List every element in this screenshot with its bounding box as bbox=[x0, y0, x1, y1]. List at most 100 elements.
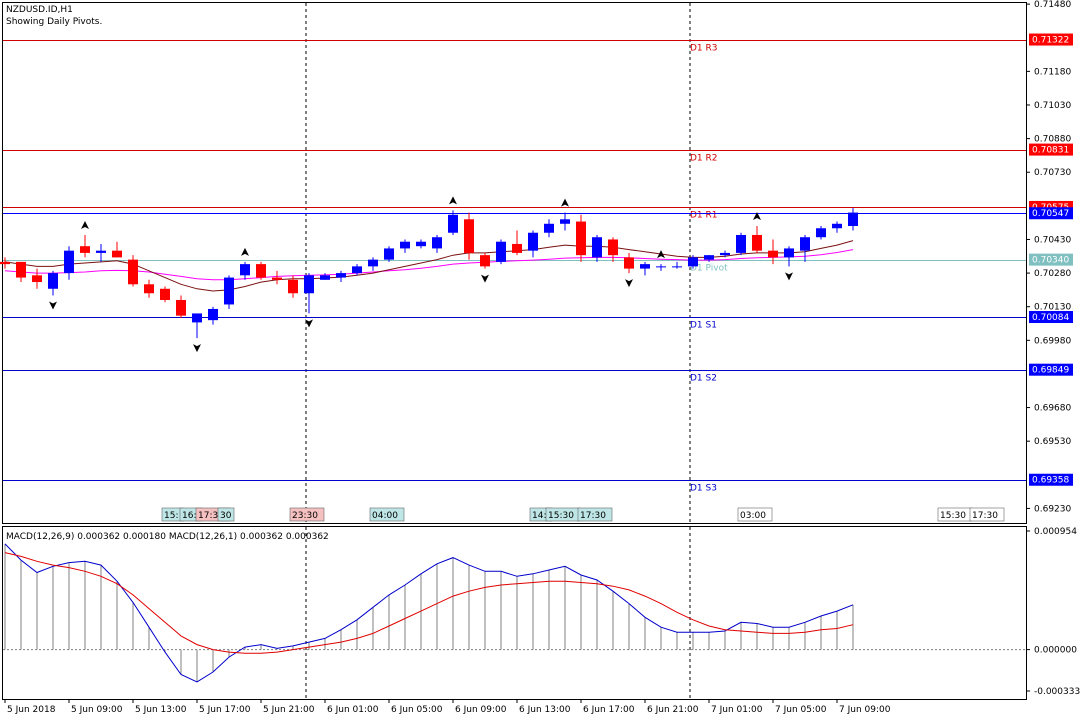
pivot-label: D1 R3 bbox=[690, 44, 718, 54]
fractal-up-arrow bbox=[657, 250, 665, 259]
candle-body bbox=[432, 237, 442, 249]
candles bbox=[0, 208, 858, 339]
candle-body bbox=[736, 234, 746, 253]
candle-body bbox=[192, 313, 202, 323]
price-tick-label: 0.70280 bbox=[1034, 269, 1071, 279]
candle-body bbox=[528, 232, 538, 251]
candle-body bbox=[208, 308, 218, 321]
time-tick-label: 6 Jun 21:00 bbox=[647, 705, 699, 715]
price-tick-label: 0.70880 bbox=[1034, 135, 1071, 145]
candle-body bbox=[704, 255, 714, 260]
price-tick-label: 0.71030 bbox=[1034, 101, 1071, 111]
fractal-down-arrow bbox=[193, 344, 201, 353]
session-label: 14: bbox=[532, 511, 546, 521]
price-tick-label: 0.70430 bbox=[1034, 235, 1071, 245]
price-marker-box bbox=[1029, 33, 1073, 46]
session-label-box bbox=[969, 507, 1005, 522]
session-label-box bbox=[577, 507, 613, 522]
time-tick-label: 7 Jun 05:00 bbox=[775, 705, 827, 715]
candle-body bbox=[848, 212, 858, 227]
macd-tick-label: -0.000333 bbox=[1034, 687, 1080, 697]
candle-body bbox=[224, 277, 234, 305]
session-label-box bbox=[737, 507, 773, 522]
price-tick-label: 0.71480 bbox=[1034, 0, 1071, 10]
price-marker-label: 0.70084 bbox=[1032, 313, 1069, 323]
price-marker-label: 0.69358 bbox=[1032, 476, 1069, 486]
session-label: 30 bbox=[220, 511, 232, 521]
candle-body bbox=[592, 237, 602, 258]
price-tick-label: 0.69980 bbox=[1034, 336, 1071, 346]
candle-body bbox=[160, 288, 170, 300]
candle-body bbox=[768, 250, 778, 258]
session-label-box bbox=[217, 507, 235, 522]
candle-body bbox=[496, 241, 506, 262]
candle-body bbox=[304, 275, 314, 294]
symbol-title: NZDUSD.ID,H1 bbox=[6, 5, 73, 15]
price-tick-label: 0.69680 bbox=[1034, 404, 1071, 414]
candle-body bbox=[624, 257, 634, 269]
session-label: 15:30 bbox=[548, 511, 574, 521]
fractal-up-arrow bbox=[449, 196, 457, 205]
price-marker-label: 0.69849 bbox=[1032, 366, 1069, 376]
macd-indicator: 0.000954 0.000000 -0.000333 bbox=[3, 527, 1080, 697]
session-label: 15:30 bbox=[940, 511, 966, 521]
price-marker-box bbox=[1029, 473, 1073, 486]
price-marker-box bbox=[1029, 311, 1073, 324]
candle-body bbox=[816, 228, 826, 238]
fractal-down-arrow bbox=[481, 274, 489, 283]
price-tick-label: 0.69530 bbox=[1034, 437, 1071, 447]
candle-body bbox=[96, 250, 106, 253]
candle-body bbox=[688, 257, 698, 267]
candle-body bbox=[512, 243, 522, 253]
candle-body bbox=[800, 237, 810, 251]
time-tick-label: 7 Jun 09:00 bbox=[839, 705, 891, 715]
candle-body bbox=[32, 275, 42, 283]
time-tick-label: 5 Jun 13:00 bbox=[135, 705, 187, 715]
candle-body bbox=[384, 248, 394, 260]
candle-body bbox=[64, 250, 74, 274]
session-label: 17:35 bbox=[198, 511, 224, 521]
candle-body bbox=[464, 219, 474, 253]
pivot-label: D1 S3 bbox=[690, 484, 717, 494]
fractal-down-arrow bbox=[625, 279, 633, 288]
time-tick-label: 6 Jun 01:00 bbox=[327, 705, 379, 715]
candle-body bbox=[112, 250, 122, 258]
macd-line bbox=[4, 543, 854, 683]
candle-body bbox=[832, 223, 842, 229]
time-tick-label: 6 Jun 05:00 bbox=[391, 705, 443, 715]
candle-body bbox=[176, 299, 186, 316]
pivot-label: D1 R2 bbox=[690, 154, 718, 164]
candle-body bbox=[272, 277, 282, 280]
fractal-down-arrow bbox=[785, 272, 793, 281]
fractal-up-arrow bbox=[241, 247, 249, 256]
macd-label: MACD(12,26,9) 0.000362 0.000180 MACD(12,… bbox=[6, 532, 329, 542]
pivot-label: D1 S2 bbox=[690, 374, 717, 384]
time-tick-label: 6 Jun 09:00 bbox=[455, 705, 507, 715]
price-tick-label: 0.69230 bbox=[1034, 504, 1071, 514]
fractal-arrows bbox=[49, 196, 793, 353]
price-marker-label: 0.70547 bbox=[1032, 209, 1069, 219]
price-tick-label: 0.70130 bbox=[1034, 303, 1071, 313]
candle-body bbox=[416, 241, 426, 247]
session-label: 23:30 bbox=[292, 511, 318, 521]
pivot-subtitle: Showing Daily Pivots. bbox=[6, 17, 102, 27]
candle-body bbox=[368, 259, 378, 267]
session-label: 17:30 bbox=[580, 511, 606, 521]
price-marker-label: 0.71322 bbox=[1032, 36, 1069, 46]
session-label-box bbox=[289, 507, 325, 522]
candle-body bbox=[656, 266, 666, 268]
price-tick-label: 0.71180 bbox=[1034, 67, 1071, 77]
candle-body bbox=[48, 273, 58, 289]
pivot-label: D1 S1 bbox=[690, 321, 717, 331]
macd-tick-label: 0.000954 bbox=[1034, 527, 1077, 537]
candle-body bbox=[560, 219, 570, 224]
candle-body bbox=[144, 284, 154, 294]
price-marker-label: 0.70831 bbox=[1032, 146, 1069, 156]
candle-body bbox=[672, 266, 682, 268]
pivot-label: D1 R1 bbox=[690, 211, 718, 221]
session-label: 17:30 bbox=[972, 511, 998, 521]
candle-body bbox=[128, 259, 138, 285]
macd-pane-frame bbox=[2, 526, 1027, 700]
